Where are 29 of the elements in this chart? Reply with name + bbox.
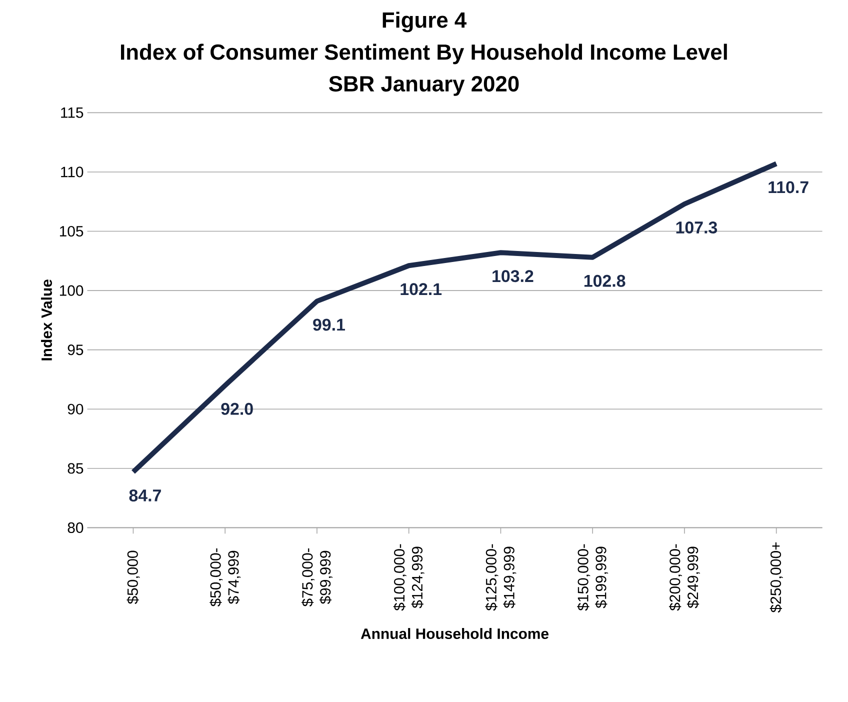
x-tick-label: $50,000- $74,999 bbox=[210, 548, 241, 607]
data-label: 107.3 bbox=[676, 222, 718, 234]
x-tick-label: $75,000- $99,999 bbox=[302, 548, 332, 607]
data-label: 102.1 bbox=[400, 283, 442, 296]
y-tick-label: 110 bbox=[61, 166, 84, 178]
chart-title: Figure 4 bbox=[382, 12, 467, 32]
x-tick-label: $200,000- $249,999 bbox=[669, 544, 700, 611]
x-tick-label: $100,000- $124,999 bbox=[393, 544, 424, 611]
y-tick-label: 80 bbox=[68, 522, 84, 533]
data-label: 102.8 bbox=[584, 274, 626, 287]
y-axis-title: Index Value bbox=[41, 280, 52, 360]
y-tick-label: 85 bbox=[68, 463, 84, 474]
data-label: 99.1 bbox=[313, 318, 345, 331]
data-label: 92.0 bbox=[221, 402, 253, 415]
y-tick-label: 90 bbox=[68, 404, 84, 414]
text: SBR January 2020 bbox=[328, 76, 519, 96]
x-tick-label: $250,000+ bbox=[770, 542, 783, 613]
x-tick-label: $50,000 bbox=[126, 550, 140, 604]
x-axis-title: Annual Household Income bbox=[360, 628, 549, 640]
x-tick-label: $125,000- $149,999 bbox=[485, 544, 516, 611]
y-tick-label: 105 bbox=[60, 226, 84, 237]
data-label: 110.7 bbox=[768, 181, 808, 194]
y-tick-label: 100 bbox=[60, 285, 84, 296]
x-tick-label: $150,000- $199,999 bbox=[577, 544, 608, 611]
y-tick-label: 115 bbox=[61, 107, 84, 118]
y-tick-label: 95 bbox=[68, 344, 84, 356]
data-label: 103.2 bbox=[492, 270, 534, 282]
chart-subtitle: Index of Consumer Sentiment By Household Income Level bbox=[121, 44, 727, 64]
data-label: 84.7 bbox=[129, 489, 161, 502]
